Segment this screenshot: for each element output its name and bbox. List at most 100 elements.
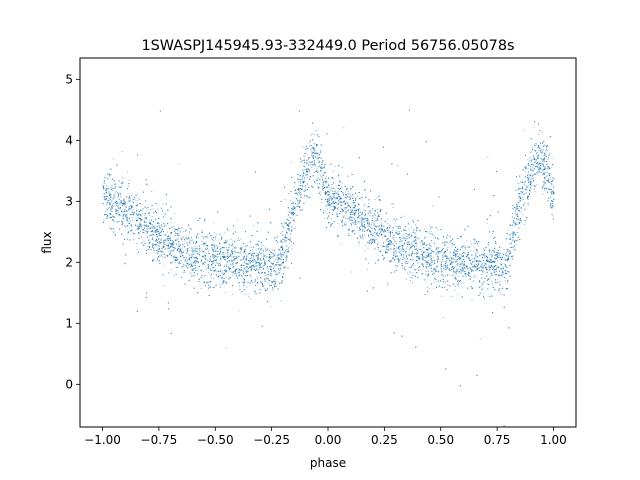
data-point <box>309 145 311 147</box>
data-point <box>503 248 505 250</box>
data-point <box>426 252 428 254</box>
data-point <box>223 254 225 256</box>
data-point <box>319 166 321 168</box>
data-point <box>137 218 139 220</box>
data-point <box>167 255 169 257</box>
data-point <box>220 255 222 257</box>
data-point <box>234 252 236 254</box>
data-point <box>106 204 108 206</box>
data-point <box>451 295 453 297</box>
data-point <box>320 194 322 196</box>
data-point <box>139 212 141 214</box>
data-point <box>168 251 170 253</box>
data-point <box>326 180 328 182</box>
data-point <box>442 255 444 256</box>
data-point <box>329 197 331 199</box>
data-point <box>380 244 382 246</box>
data-point <box>518 198 520 200</box>
data-point <box>158 233 160 235</box>
data-point <box>447 274 448 276</box>
data-point <box>194 243 196 245</box>
data-point <box>466 239 468 241</box>
data-point <box>303 155 305 157</box>
data-point <box>136 242 138 244</box>
data-point <box>442 247 444 249</box>
data-point <box>386 246 388 248</box>
data-point <box>409 280 411 281</box>
data-point <box>264 287 266 289</box>
data-point <box>314 172 316 174</box>
data-point <box>221 236 223 238</box>
data-point <box>528 160 530 162</box>
data-point <box>136 228 138 230</box>
data-point <box>390 239 392 241</box>
data-point <box>482 247 484 249</box>
data-point <box>535 160 537 162</box>
data-point <box>216 271 218 273</box>
data-point <box>172 256 174 258</box>
data-point <box>186 238 188 240</box>
data-point <box>141 229 143 231</box>
data-point <box>553 177 555 179</box>
data-point <box>541 131 543 133</box>
data-point <box>203 256 204 258</box>
data-point <box>282 247 284 249</box>
data-point <box>237 268 239 269</box>
data-point <box>285 258 287 260</box>
data-point <box>536 173 538 175</box>
data-point <box>472 258 474 260</box>
data-point <box>151 191 153 193</box>
data-point <box>133 209 135 211</box>
data-point <box>442 317 444 318</box>
data-point <box>299 195 301 197</box>
data-point <box>353 210 355 212</box>
data-point <box>246 263 248 265</box>
data-point <box>533 167 535 169</box>
data-point <box>321 202 323 204</box>
data-point <box>307 176 309 178</box>
data-point <box>449 274 451 276</box>
data-point <box>447 247 449 249</box>
data-point <box>215 260 217 262</box>
data-point <box>378 225 380 227</box>
chart-title: 1SWASPJ145945.93-332449.0 Period 56756.0… <box>142 38 515 54</box>
data-point <box>471 299 473 301</box>
data-point <box>235 251 237 253</box>
data-point <box>229 270 231 272</box>
data-point <box>236 219 238 221</box>
data-point <box>211 245 213 247</box>
data-point <box>398 232 400 234</box>
data-point <box>205 268 207 270</box>
data-point <box>472 281 474 283</box>
data-point <box>530 151 532 153</box>
data-point <box>480 270 482 272</box>
data-point <box>407 246 409 248</box>
data-point <box>221 278 223 280</box>
data-point <box>332 193 333 195</box>
data-point <box>351 216 353 218</box>
data-point <box>367 221 369 223</box>
data-point <box>262 269 264 270</box>
data-point <box>247 245 248 246</box>
data-point <box>516 244 518 246</box>
data-point <box>538 161 540 163</box>
data-point <box>365 218 367 220</box>
data-point <box>401 230 402 232</box>
data-point <box>311 155 313 157</box>
data-point <box>505 254 507 256</box>
data-point <box>161 225 163 227</box>
data-point <box>343 199 345 201</box>
data-point <box>551 183 553 185</box>
data-point <box>141 210 143 211</box>
data-point <box>333 209 335 211</box>
data-point <box>338 200 340 202</box>
data-point <box>458 254 460 256</box>
data-point <box>544 160 546 162</box>
data-point <box>450 235 451 237</box>
data-point <box>519 220 521 222</box>
data-point <box>265 277 267 279</box>
data-point <box>400 240 402 242</box>
data-point <box>279 270 281 271</box>
data-point <box>531 146 533 148</box>
data-point <box>394 248 396 250</box>
